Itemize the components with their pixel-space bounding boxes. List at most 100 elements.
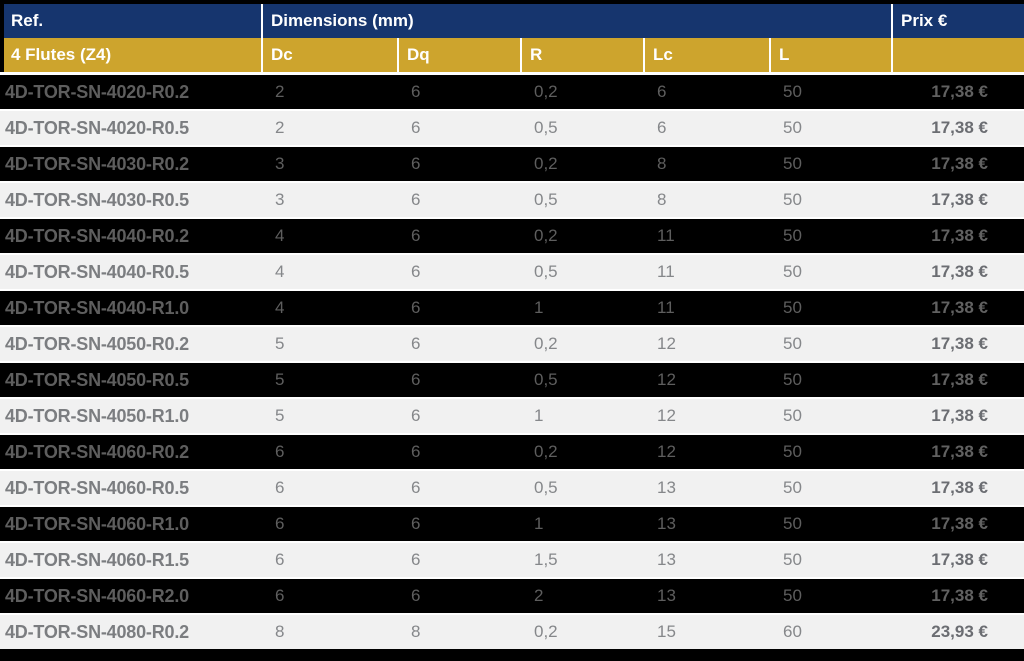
subheader-dq: Dq: [399, 38, 522, 72]
cell-l: 50: [783, 334, 802, 353]
cell-lc: 8: [657, 190, 667, 209]
header-prix-label: Prix €: [901, 11, 948, 30]
cell-dq: 6: [411, 550, 421, 569]
cell-prix: 17,38 €: [931, 442, 988, 461]
cell-dq: 6: [411, 442, 421, 461]
cell-dc: 4: [275, 226, 285, 245]
cell-dc: 6: [275, 550, 285, 569]
table-row: 4D-TOR-SN-4060-R0.5 6 6 0,5 13 50 17,38 €: [0, 469, 1024, 505]
cell-dq: 8: [411, 622, 421, 641]
cell-dc: 4: [275, 262, 285, 281]
cell-l: 50: [783, 82, 802, 101]
table-header-row: Ref. Dimensions (mm) Prix €: [0, 4, 1024, 38]
cell-dc: 6: [275, 478, 285, 497]
table-row: 4D-TOR-SN-4050-R0.2 5 6 0,2 12 50 17,38 €: [0, 325, 1024, 361]
cell-lc: 12: [657, 334, 676, 353]
cell-dc: 6: [275, 442, 285, 461]
cell-dc: 8: [275, 622, 285, 641]
subheader-lc: Lc: [645, 38, 771, 72]
cell-lc: 11: [657, 226, 675, 245]
cell-dc: 5: [275, 370, 285, 389]
cell-l: 50: [783, 190, 802, 209]
cell-ref: 4D-TOR-SN-4060-R2.0: [5, 585, 189, 606]
cell-prix: 17,38 €: [931, 262, 988, 281]
header-ref-label: Ref.: [11, 11, 44, 30]
cell-lc: 13: [657, 586, 676, 605]
cell-dq: 6: [411, 82, 421, 101]
cell-prix: 23,93 €: [931, 622, 988, 641]
cell-dq: 6: [411, 190, 421, 209]
cell-lc: 6: [657, 82, 667, 101]
cell-l: 50: [783, 406, 802, 425]
table-row: 4D-TOR-SN-4060-R1.5 6 6 1,5 13 50 17,38 €: [0, 541, 1024, 577]
cell-lc: 12: [657, 370, 676, 389]
cell-r: 0,5: [534, 478, 558, 497]
cell-prix: 17,38 €: [931, 226, 988, 245]
cell-prix: 17,38 €: [931, 370, 988, 389]
cell-lc: 12: [657, 406, 676, 425]
cell-r: 0,2: [534, 82, 558, 101]
table-row: 4D-TOR-SN-4040-R1.0 4 6 1 11 50 17,38 €: [0, 289, 1024, 325]
subheader-flutes-label: 4 Flutes (Z4): [11, 45, 112, 64]
cell-dq: 6: [411, 514, 421, 533]
cell-l: 50: [783, 262, 802, 281]
cell-l: 50: [783, 514, 802, 533]
cell-dc: 6: [275, 586, 285, 605]
subheader-l: L: [771, 38, 893, 72]
cell-ref: 4D-TOR-SN-4020-R0.5: [5, 117, 189, 138]
cell-lc: 12: [657, 442, 676, 461]
subheader-r-label: R: [530, 45, 543, 64]
cell-lc: 13: [657, 550, 676, 569]
subheader-dq-label: Dq: [407, 45, 430, 64]
cell-ref: 4D-TOR-SN-4050-R0.2: [5, 333, 189, 354]
cell-l: 50: [783, 550, 802, 569]
cell-prix: 17,38 €: [931, 118, 988, 137]
cell-dq: 6: [411, 334, 421, 353]
header-ref: Ref.: [0, 4, 263, 38]
cell-lc: 11: [657, 298, 675, 317]
cell-r: 0,2: [534, 622, 558, 641]
cell-ref: 4D-TOR-SN-4080-R0.2: [5, 621, 189, 642]
cell-l: 60: [783, 622, 802, 641]
cell-r: 0,5: [534, 118, 558, 137]
cell-ref: 4D-TOR-SN-4040-R0.2: [5, 225, 189, 246]
price-table: Ref. Dimensions (mm) Prix € 4 Flutes (Z4…: [0, 4, 1024, 649]
cell-ref: 4D-TOR-SN-4060-R0.5: [5, 477, 189, 498]
subheader-prix-empty: [893, 38, 1024, 72]
table-row: 4D-TOR-SN-4060-R0.2 6 6 0,2 12 50 17,38 €: [0, 433, 1024, 469]
cell-ref: 4D-TOR-SN-4050-R1.0: [5, 405, 189, 426]
cell-dq: 6: [411, 370, 421, 389]
cell-ref: 4D-TOR-SN-4060-R1.5: [5, 549, 189, 570]
cell-prix: 17,38 €: [931, 550, 988, 569]
cell-ref: 4D-TOR-SN-4060-R0.2: [5, 441, 189, 462]
cell-lc: 13: [657, 478, 676, 497]
subheader-l-label: L: [779, 45, 790, 64]
table-row: 4D-TOR-SN-4060-R2.0 6 6 2 13 50 17,38 €: [0, 577, 1024, 613]
cell-dq: 6: [411, 226, 421, 245]
table-row: 4D-TOR-SN-4050-R0.5 5 6 0,5 12 50 17,38 €: [0, 361, 1024, 397]
cell-l: 50: [783, 118, 802, 137]
cell-lc: 6: [657, 118, 667, 137]
table-body: 4D-TOR-SN-4020-R0.2 2 6 0,2 6 50 17,38 €4D-TOR…: [0, 72, 1024, 649]
cell-prix: 17,38 €: [931, 154, 988, 173]
cell-dc: 5: [275, 406, 285, 425]
table-row: 4D-TOR-SN-4020-R0.5 2 6 0,5 6 50 17,38 €: [0, 109, 1024, 145]
table-subheader-row: 4 Flutes (Z4) Dc Dq R Lc L: [0, 38, 1024, 72]
cell-ref: 4D-TOR-SN-4040-R1.0: [5, 297, 189, 318]
table-row: 4D-TOR-SN-4040-R0.5 4 6 0,5 11 50 17,38 €: [0, 253, 1024, 289]
cell-l: 50: [783, 442, 802, 461]
header-dimensions: Dimensions (mm): [263, 4, 893, 38]
cell-lc: 8: [657, 154, 667, 173]
table-row: 4D-TOR-SN-4040-R0.2 4 6 0,2 11 50 17,38 €: [0, 217, 1024, 253]
cell-dc: 2: [275, 82, 285, 101]
cell-dc: 3: [275, 190, 285, 209]
cell-lc: 15: [657, 622, 676, 641]
table-row: 4D-TOR-SN-4060-R1.0 6 6 1 13 50 17,38 €: [0, 505, 1024, 541]
cell-r: 0,2: [534, 334, 558, 353]
table-row: 4D-TOR-SN-4030-R0.2 3 6 0,2 8 50 17,38 €: [0, 145, 1024, 181]
cell-l: 50: [783, 298, 802, 317]
cell-l: 50: [783, 226, 802, 245]
cell-dc: 2: [275, 118, 285, 137]
subheader-dc: Dc: [263, 38, 399, 72]
